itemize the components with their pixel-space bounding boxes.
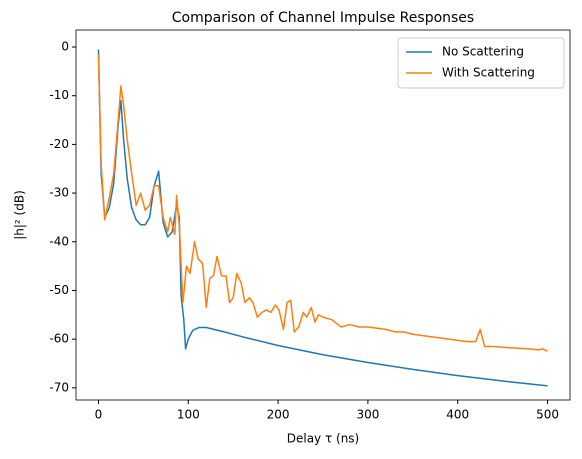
legend-box [397, 37, 565, 89]
x-tick-label: 100 [177, 408, 200, 422]
y-tick-label: 0 [61, 40, 69, 54]
y-tick-label: -20 [49, 137, 69, 151]
x-axis-label: Delay τ (ns) [287, 432, 360, 446]
line-series [97, 54, 548, 352]
x-tick-label: 300 [356, 408, 379, 422]
y-tick-label: -10 [49, 88, 69, 102]
line-series [97, 49, 548, 387]
legend-label: No Scattering [442, 45, 524, 59]
y-tick-label: -40 [49, 234, 69, 248]
x-tick-label: 400 [446, 408, 469, 422]
x-tick-label: 200 [267, 408, 290, 422]
plot-frame [75, 29, 571, 401]
y-axis-label: |h|² (dB) [13, 190, 27, 240]
y-tick-label: -30 [49, 186, 69, 200]
legend-label: With Scattering [442, 66, 535, 80]
y-tick-label: -50 [49, 283, 69, 297]
x-tick-label: 0 [95, 408, 103, 422]
y-tick-label: -60 [49, 332, 69, 346]
y-tick-label: -70 [49, 380, 69, 394]
x-tick-label: 500 [536, 408, 559, 422]
chart-title: Comparison of Channel Impulse Responses [172, 10, 474, 26]
